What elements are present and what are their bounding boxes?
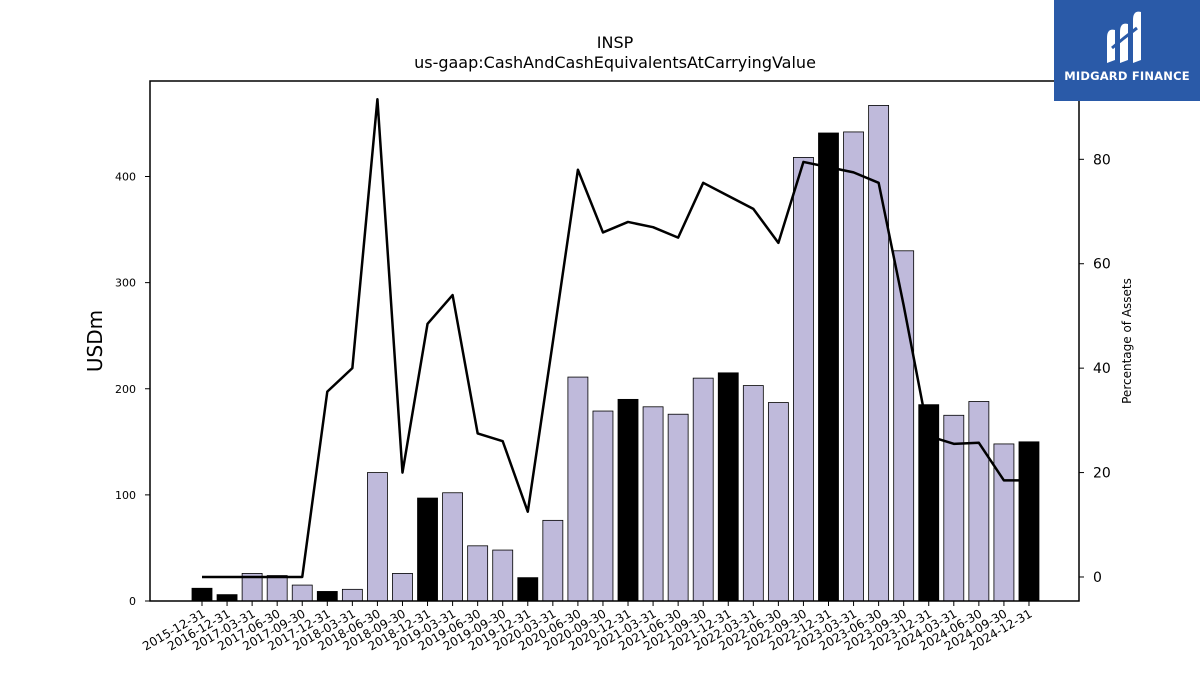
bar-2020-09-30: [592, 410, 614, 602]
bar-2016-12-31: [216, 594, 238, 602]
y2-axis-label: Percentage of Assets: [1120, 278, 1134, 404]
y2-axis: 0 20 40 60 80: [1079, 152, 1111, 586]
y2-tick-label: 80: [1093, 152, 1111, 168]
bar-2022-06-30: [767, 402, 789, 602]
x-axis: 2015-12-312016-12-312017-03-312017-06-30…: [140, 601, 1034, 653]
brand-logo: MIDGARD FINANCE: [1054, 0, 1200, 101]
y2-tick-label: 20: [1093, 466, 1111, 482]
line-group: [202, 98, 1029, 579]
logo-text: MIDGARD FINANCE: [1064, 69, 1190, 83]
bar-2019-06-30: [467, 545, 489, 602]
bar-2022-12-31: [818, 132, 839, 602]
y-axis-label: USDm: [83, 310, 107, 372]
bar-2018-03-31: [341, 588, 363, 602]
bar-2024-12-31: [1018, 441, 1040, 602]
bar-2020-12-31: [617, 398, 639, 602]
y-tick-label: 200: [115, 383, 136, 396]
bar-2021-09-30: [692, 377, 714, 602]
chart-subtitle: us-gaap:CashAndCashEquivalentsAtCarrying…: [414, 53, 816, 72]
y-axis: 0 100 200 300 400: [115, 171, 150, 608]
bar-2019-12-31: [517, 577, 539, 602]
bar-2022-03-31: [742, 385, 764, 602]
bar-2021-03-31: [642, 406, 664, 602]
bar-2020-03-31: [542, 519, 564, 602]
plot-frame: [149, 80, 1080, 602]
y-tick-label: 400: [115, 171, 136, 184]
y2-tick-label: 60: [1093, 257, 1111, 273]
bar-2017-06-30: [266, 575, 288, 602]
logo-mark-icon: [1107, 11, 1141, 63]
y-tick-label: 0: [129, 595, 136, 608]
bar-2023-03-31: [843, 131, 864, 602]
chart-title: INSP: [597, 33, 634, 52]
bar-2018-06-30: [367, 472, 388, 602]
bar-2024-09-30: [993, 443, 1015, 602]
bar-2019-09-30: [492, 549, 514, 602]
bar-2021-12-31: [717, 372, 739, 602]
y-tick-label: 100: [115, 489, 136, 502]
bar-2020-06-30: [567, 376, 589, 602]
y-tick-label: 300: [115, 277, 136, 290]
bar-2017-09-30: [291, 584, 313, 602]
bar-2022-09-30: [793, 157, 814, 602]
bar-2019-03-31: [442, 492, 464, 602]
y2-tick-label: 40: [1093, 361, 1111, 377]
bar-2015-12-31: [191, 587, 213, 602]
bar-2018-12-31: [417, 497, 438, 602]
bar-2018-09-30: [392, 573, 413, 602]
bar-2021-06-30: [667, 413, 689, 602]
bar-2024-06-30: [968, 401, 990, 602]
y2-tick-label: 0: [1093, 570, 1102, 586]
bar-group: [191, 105, 1040, 602]
bar-2017-12-31: [316, 591, 338, 602]
percentage-line: [202, 98, 1029, 579]
